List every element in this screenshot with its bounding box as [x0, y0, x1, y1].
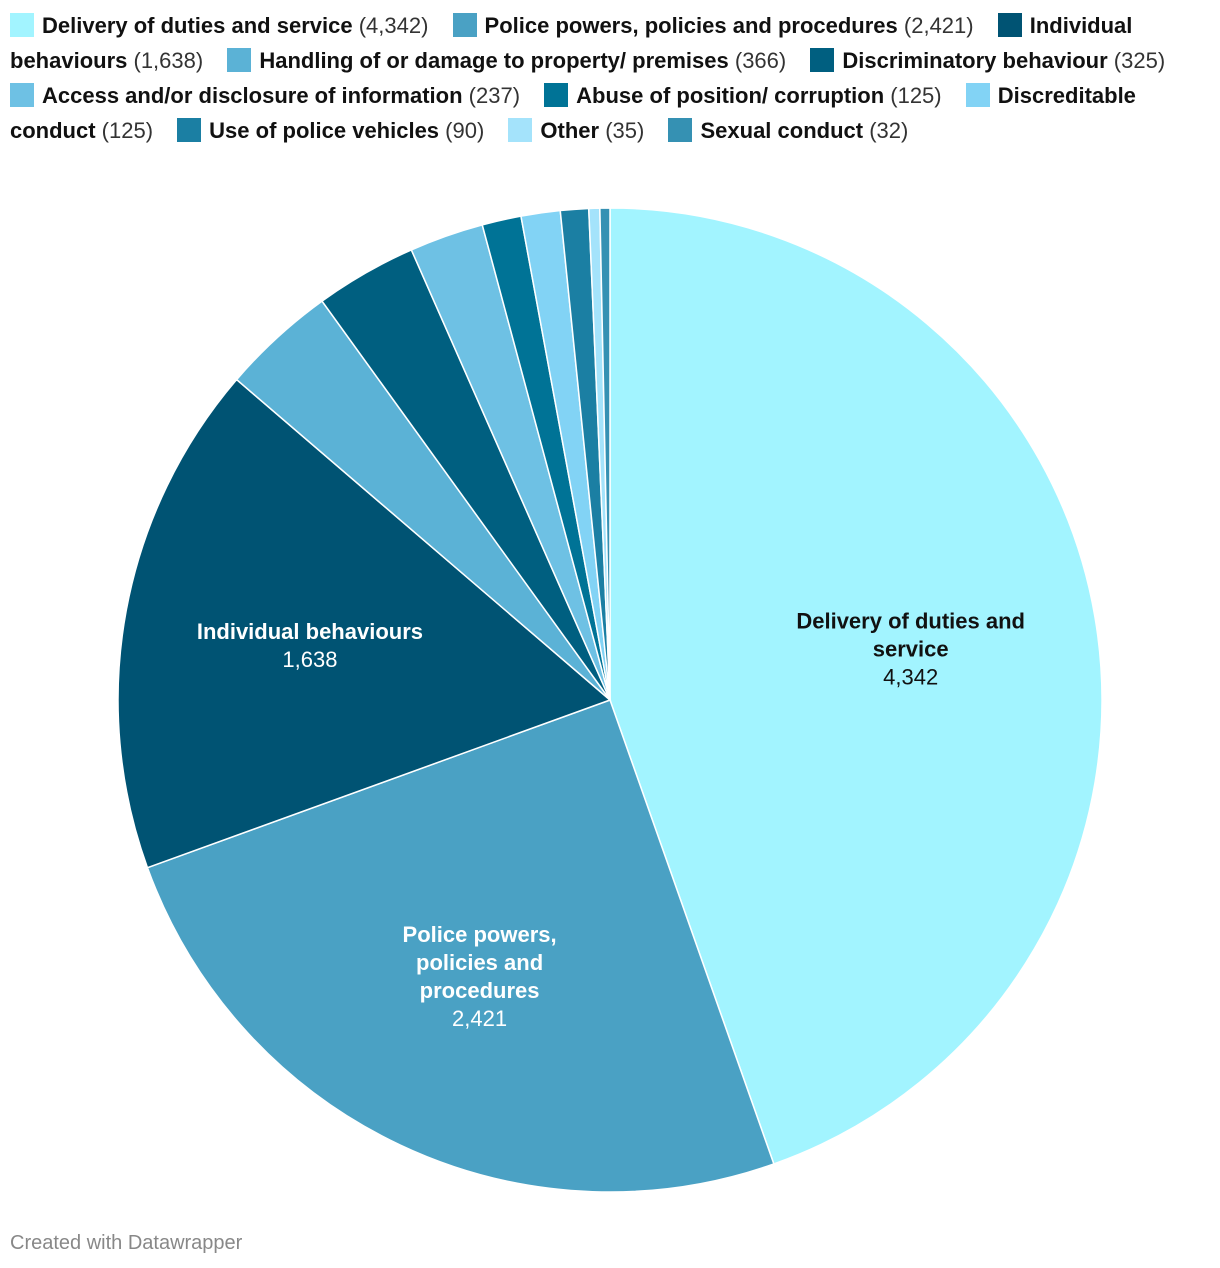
legend-value: (32)	[863, 118, 909, 143]
legend-item: Delivery of duties and service (4,342)	[10, 13, 428, 38]
legend-label: Police powers, policies and procedures	[484, 13, 898, 38]
legend-value: (90)	[439, 118, 485, 143]
legend-item: Discreditable conduct (125)	[10, 83, 1136, 143]
legend-label: Individual behaviours	[10, 13, 1133, 73]
legend-item: Discriminatory behaviour (325)	[810, 48, 1165, 73]
legend-value: (125)	[884, 83, 942, 108]
legend-value: (366)	[728, 48, 787, 73]
legend-swatch	[544, 83, 569, 107]
legend-item: Sexual conduct (32)	[668, 118, 908, 143]
slice-value-label: 2,421	[452, 1006, 507, 1031]
legend-value: (325)	[1107, 48, 1166, 73]
legend-value: (4,342)	[352, 13, 429, 38]
legend-value: (1,638)	[127, 48, 204, 73]
legend-item: Use of police vehicles (90)	[177, 118, 484, 143]
legend-label: Discriminatory behaviour	[842, 48, 1108, 73]
legend-swatch	[227, 48, 252, 72]
legend-value: (125)	[95, 118, 154, 143]
legend-label: Abuse of position/ corruption	[576, 83, 885, 108]
slice-label: procedures	[420, 978, 540, 1003]
legend-swatch	[452, 13, 477, 37]
legend-value: (35)	[599, 118, 645, 143]
legend-label: Sexual conduct	[700, 118, 864, 143]
legend-value: (237)	[462, 83, 521, 108]
legend-swatch	[508, 118, 533, 142]
legend-value: (2,421)	[897, 13, 974, 38]
slice-label: service	[873, 636, 949, 661]
legend-label: Use of police vehicles	[209, 118, 440, 143]
slice-label: policies and	[416, 950, 543, 975]
pie-slice	[599, 207, 611, 701]
legend-label: Access and/or disclosure of information	[42, 83, 463, 108]
legend-label: Other	[540, 118, 600, 143]
legend-swatch	[810, 48, 835, 72]
legend: Delivery of duties and service (4,342) P…	[10, 8, 1210, 148]
slice-value-label: 1,638	[282, 647, 337, 672]
credit: Created with Datawrapper	[10, 1232, 243, 1254]
slice-label: Delivery of duties and	[796, 608, 1025, 633]
legend-swatch	[177, 118, 202, 142]
legend-item: Other (35)	[508, 118, 644, 143]
legend-swatch	[965, 83, 990, 107]
pie-slice	[609, 207, 1103, 1165]
legend-swatch	[668, 118, 693, 142]
legend-item: Police powers, policies and procedures (…	[452, 13, 974, 38]
legend-item: Handling of or damage to property/ premi…	[227, 48, 786, 73]
slice-value-label: 4,342	[883, 664, 938, 689]
legend-label: Discreditable conduct	[10, 83, 1136, 143]
legend-item: Access and/or disclosure of information …	[10, 83, 520, 108]
legend-item: Abuse of position/ corruption (125)	[544, 83, 942, 108]
legend-swatch	[10, 13, 34, 37]
legend-swatch	[997, 13, 1022, 37]
slice-label: Police powers,	[403, 922, 557, 947]
legend-label: Handling of or damage to property/ premi…	[259, 48, 729, 73]
pie-slice	[117, 378, 612, 869]
pie-slice	[146, 699, 775, 1193]
legend-swatch	[10, 83, 34, 107]
slice-label: Individual behaviours	[197, 619, 423, 644]
legend-label: Delivery of duties and service	[42, 13, 353, 38]
legend-item: Individual behaviours (1,638)	[10, 13, 1132, 73]
